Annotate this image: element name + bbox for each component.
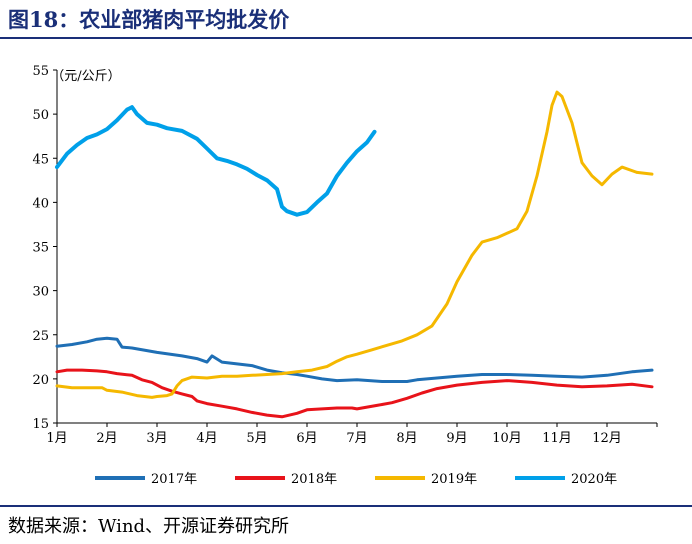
legend: 2017年 2018年 2019年 2020年 bbox=[95, 472, 617, 487]
x-tick-label: 9月 bbox=[446, 431, 467, 446]
source-rule bbox=[0, 505, 692, 507]
x-tick-label: 12月 bbox=[592, 431, 622, 446]
legend-label: 2020年 bbox=[571, 472, 617, 487]
legend-label: 2017年 bbox=[151, 472, 197, 487]
series-line-2019年 bbox=[55, 90, 654, 399]
data-source: 数据来源：Wind、开源证券研究所 bbox=[8, 516, 290, 537]
series-line-2017年 bbox=[55, 336, 654, 383]
y-axis-unit: （元/公斤） bbox=[51, 69, 120, 84]
y-tick-label: 15 bbox=[32, 417, 49, 432]
y-tick-label: 20 bbox=[32, 373, 49, 388]
y-tick-label: 35 bbox=[32, 241, 49, 256]
y-tick-label: 45 bbox=[32, 152, 49, 167]
x-tick-label: 3月 bbox=[146, 431, 167, 446]
x-tick-label: 4月 bbox=[196, 431, 217, 446]
y-tick-label: 25 bbox=[32, 329, 49, 344]
y-tick-label: 30 bbox=[32, 285, 49, 300]
y-tick-label: 40 bbox=[32, 196, 49, 211]
series-layer bbox=[55, 90, 654, 419]
x-tick-label: 10月 bbox=[492, 431, 522, 446]
x-tick-label: 5月 bbox=[246, 431, 267, 446]
y-tick-label: 55 bbox=[32, 64, 49, 79]
x-tick-label: 6月 bbox=[296, 431, 317, 446]
series-line-2020年 bbox=[55, 105, 377, 217]
x-tick-label: 1月 bbox=[46, 431, 67, 446]
title-rule bbox=[0, 37, 692, 39]
x-tick-label: 2月 bbox=[96, 431, 117, 446]
x-tick-label: 11月 bbox=[542, 431, 572, 446]
x-tick-label: 8月 bbox=[396, 431, 417, 446]
series-line-2018年 bbox=[55, 368, 654, 419]
y-tick-label: 50 bbox=[32, 108, 49, 123]
chart-title: 图18：农业部猪肉平均批发价 bbox=[8, 7, 290, 32]
legend-label: 2019年 bbox=[431, 472, 477, 487]
axes: 15 20 25 30 35 40 45 50 55 1月 2月 3月 4月 5月 6月 7月 8月 9月 10月 1… bbox=[32, 64, 658, 446]
legend-label: 2018年 bbox=[291, 472, 337, 487]
x-tick-label: 7月 bbox=[346, 431, 367, 446]
